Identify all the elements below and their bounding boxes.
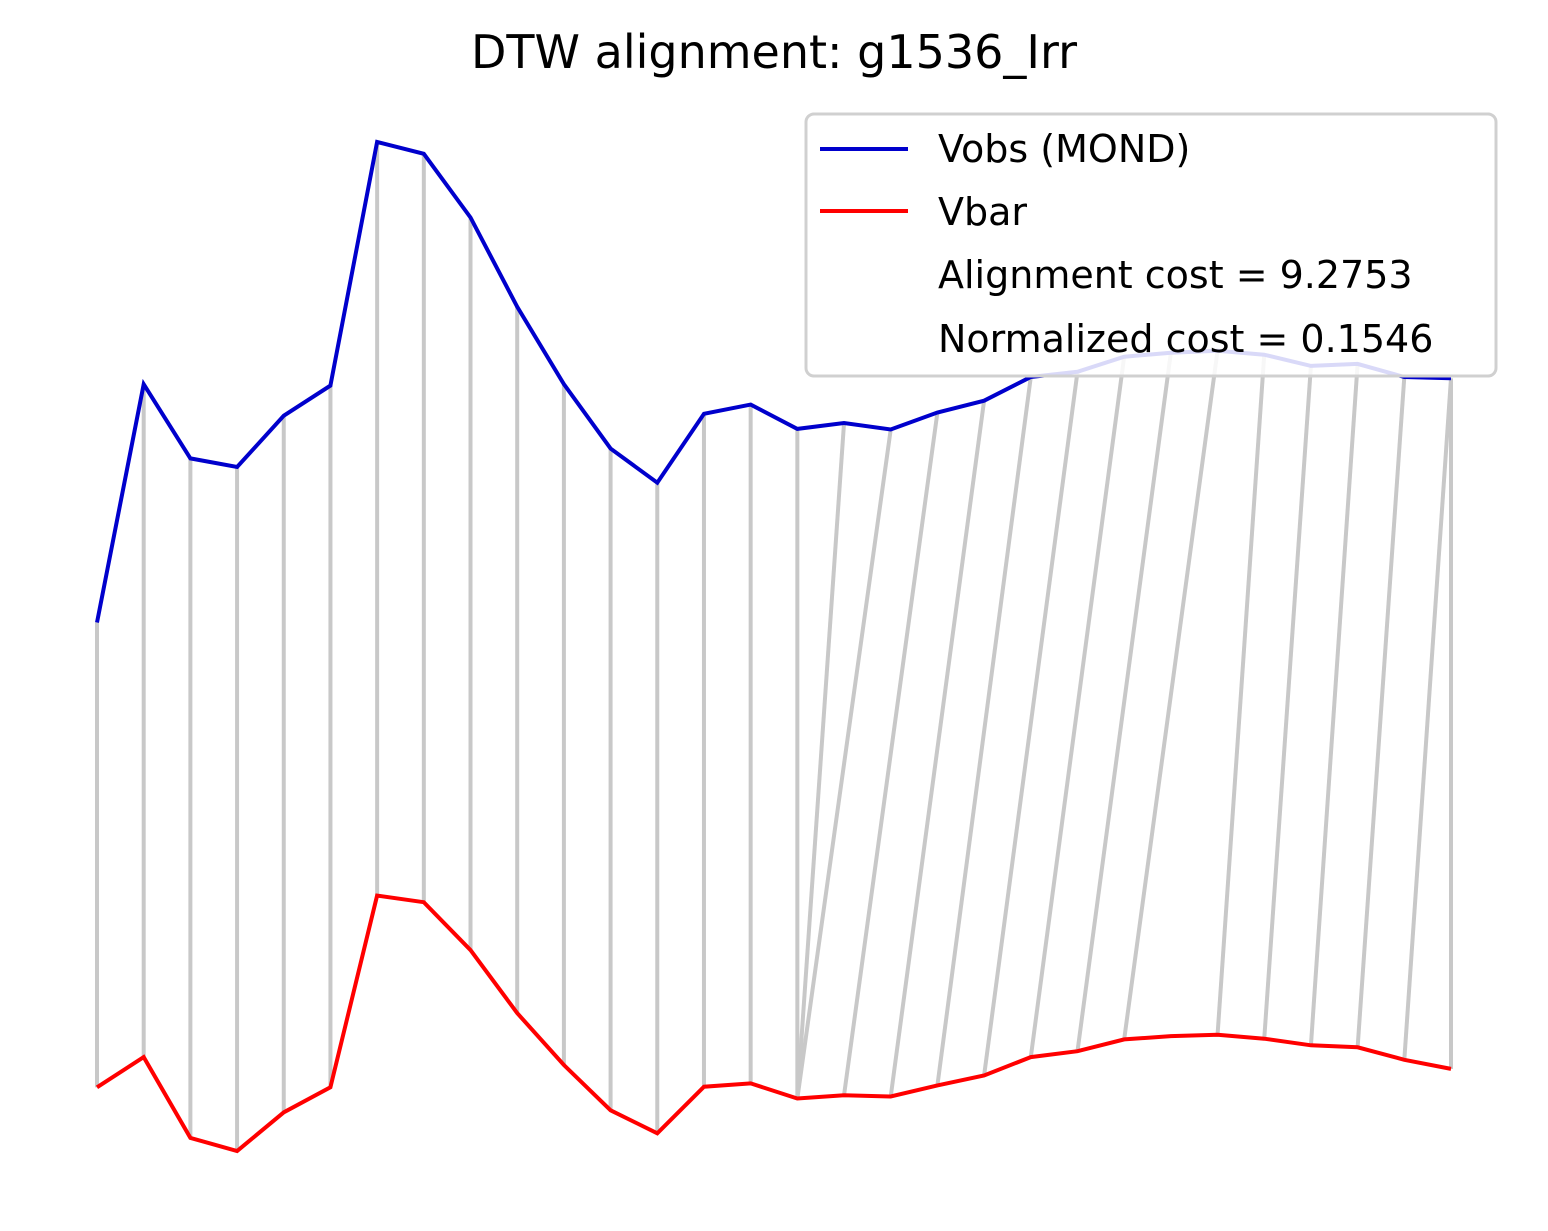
alignment-line-23 [1075, 352, 1173, 1052]
alignment-line-25 [1215, 354, 1267, 1035]
alignment-line-19 [888, 400, 987, 1097]
alignment-line-17 [795, 429, 893, 1099]
alignment-line-18 [842, 412, 940, 1096]
legend-label-vbar: Vbar [938, 190, 1027, 234]
legend: Vobs (MOND) Vbar Alignment cost = 9.2753… [804, 112, 1498, 378]
alignment-line-20 [935, 376, 1033, 1086]
alignment-line-24 [1122, 350, 1220, 1040]
legend-alignment-cost: Alignment cost = 9.2753 [938, 253, 1413, 297]
alignment-line-27 [1308, 363, 1360, 1046]
alignment-line-22 [1028, 356, 1127, 1058]
legend-label-vobs: Vobs (MOND) [938, 127, 1190, 171]
legend-frame [804, 112, 1498, 378]
alignment-line-16 [795, 422, 847, 1099]
legend-normalized-cost: Normalized cost = 0.1546 [938, 317, 1433, 361]
alignment-lines [95, 142, 1453, 1151]
series-line-vbar [95, 893, 1452, 1154]
alignment-line-28 [1355, 376, 1407, 1048]
alignment-line-26 [1262, 365, 1313, 1039]
chart-title: DTW alignment: g1536_Irr [471, 25, 1077, 79]
alignment-line-29 [1402, 378, 1453, 1060]
alignment-line-21 [982, 371, 1080, 1076]
